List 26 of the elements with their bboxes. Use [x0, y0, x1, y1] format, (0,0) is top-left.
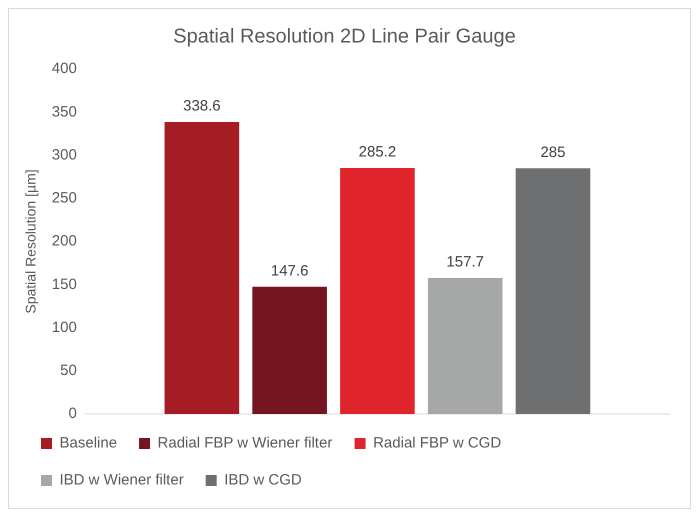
legend-label: Radial FBP w Wiener filter: [158, 434, 332, 452]
y-tick-label: 250: [52, 190, 77, 207]
data-label: 285: [540, 144, 566, 161]
data-label: 157.7: [446, 254, 484, 271]
y-tick-label: 50: [60, 362, 77, 380]
y-tick-label: 0: [68, 405, 77, 422]
data-label: 285.2: [358, 144, 396, 161]
bar: [252, 286, 327, 414]
y-tick-label: 150: [52, 276, 77, 293]
y-tick-label: 400: [52, 60, 77, 78]
legend-label: Radial FBP w CGD: [373, 434, 502, 452]
y-tick-label: 200: [52, 232, 77, 250]
bar: [516, 168, 590, 414]
bar: [340, 168, 415, 414]
y-tick-label: 300: [52, 146, 77, 164]
data-label: 147.6: [270, 262, 308, 280]
chart-title: Spatial Resolution 2D Line Pair Gauge: [173, 26, 516, 48]
y-tick-label: 100: [52, 318, 77, 336]
legend-label: Baseline: [60, 434, 118, 452]
bar: [164, 122, 240, 414]
legend-label: IBD w Wiener filter: [60, 472, 184, 489]
y-axis-title: Spatial Resolution [µm]: [22, 169, 38, 314]
legend-label: IBD w CGD: [224, 472, 302, 489]
data-label: 338.6: [183, 98, 221, 115]
bar: [428, 278, 502, 414]
y-tick-label: 350: [52, 103, 77, 120]
